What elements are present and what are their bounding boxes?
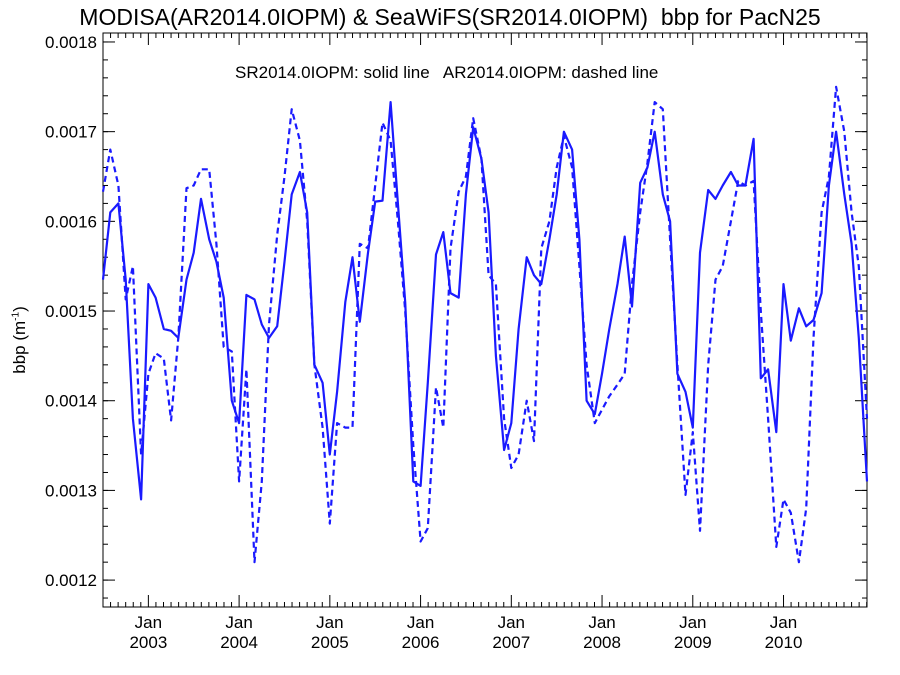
x-tick-month: Jan	[770, 613, 797, 632]
x-tick-month: Jan	[588, 613, 615, 632]
y-tick-label: 0.0013	[45, 481, 97, 500]
x-tick-year: 2010	[765, 633, 803, 652]
x-tick-month: Jan	[225, 613, 252, 632]
x-tick-year: 2008	[583, 633, 621, 652]
x-axis: Jan2003Jan2004Jan2005Jan2006Jan2007Jan20…	[102, 33, 868, 652]
y-axis: 0.0012 0.0013 0.0014 0.0015 0.0016 0.0017 0.00…	[45, 33, 867, 599]
y-axis-label: bbp (m-1)	[10, 306, 30, 374]
x-tick-month: Jan	[135, 613, 162, 632]
chart-title: MODISA(AR2014.0IOPM) & SeaWiFS(SR2014.0I…	[79, 4, 821, 30]
x-tick-month: Jan	[407, 613, 434, 632]
y-tick-label: 0.0012	[45, 571, 97, 590]
dashed-series-line	[101, 85, 869, 564]
line-style-legend: SR2014.0IOPM: solid line AR2014.0IOPM: d…	[235, 63, 659, 82]
y-tick-label: 0.0017	[45, 123, 97, 142]
x-tick-year: 2004	[220, 633, 258, 652]
y-axis-label-text: bbp (m	[10, 320, 29, 374]
y-tick-label: 0.0016	[45, 212, 97, 231]
x-tick-year: 2005	[311, 633, 349, 652]
solid-series-line	[101, 101, 869, 501]
x-tick-month: Jan	[498, 613, 525, 632]
y-tick-label: 0.0014	[45, 392, 97, 411]
data-lines	[101, 85, 869, 564]
y-axis-label-sup: -1	[10, 311, 22, 321]
x-tick-year: 2006	[402, 633, 440, 652]
y-tick-label: 0.0015	[45, 302, 97, 321]
x-tick-year: 2009	[674, 633, 712, 652]
x-tick-year: 2007	[492, 633, 530, 652]
x-tick-month: Jan	[316, 613, 343, 632]
plot-area-frame	[102, 32, 868, 608]
y-axis-label-end: )	[10, 306, 29, 312]
x-tick-month: Jan	[679, 613, 706, 632]
x-tick-year: 2003	[129, 633, 167, 652]
y-tick-label: 0.0018	[45, 33, 97, 52]
y-axis-label-wrap: bbp (m-1)	[8, 280, 32, 400]
